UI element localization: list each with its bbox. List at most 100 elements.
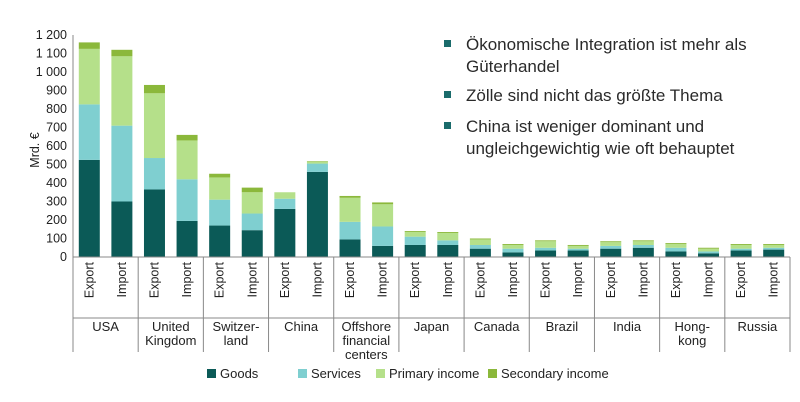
legend-swatch bbox=[207, 369, 216, 378]
bar-segment bbox=[274, 192, 296, 199]
group-label: land bbox=[224, 333, 249, 348]
y-tick-label: 800 bbox=[46, 102, 67, 116]
bar-segment bbox=[78, 48, 100, 105]
bar-segment bbox=[404, 244, 426, 257]
bar-segment bbox=[437, 232, 459, 233]
bar-segment bbox=[600, 245, 622, 249]
bar-segment bbox=[632, 244, 654, 248]
sub-category-label: Import bbox=[571, 261, 585, 297]
bar-segment bbox=[502, 252, 524, 257]
legend-label: Services bbox=[311, 366, 361, 381]
bar-segment bbox=[372, 204, 394, 227]
bar-segment bbox=[78, 104, 100, 160]
bar-segment bbox=[600, 242, 622, 246]
bar-segment bbox=[600, 241, 622, 243]
bar-segment bbox=[632, 241, 654, 245]
y-tick-label: 1 000 bbox=[36, 65, 67, 79]
bullet-text: Güterhandel bbox=[466, 57, 560, 76]
bar-segment bbox=[535, 250, 557, 257]
group-label: USA bbox=[92, 319, 119, 334]
bar-segment bbox=[665, 244, 687, 248]
group-label: Canada bbox=[474, 319, 520, 334]
bar-segment bbox=[567, 245, 589, 249]
bar-segment bbox=[730, 244, 752, 245]
bar-segment bbox=[111, 201, 133, 257]
bar-segment bbox=[241, 230, 263, 257]
bar-segment bbox=[535, 240, 557, 242]
bar-segment bbox=[469, 238, 491, 240]
sub-category-label: Export bbox=[213, 261, 227, 298]
bar-segment bbox=[763, 244, 785, 245]
bar-segment bbox=[339, 197, 361, 222]
bar-segment bbox=[209, 199, 231, 226]
sub-category-label: Export bbox=[343, 261, 357, 298]
bar-segment bbox=[763, 244, 785, 248]
y-tick-label: 600 bbox=[46, 139, 67, 153]
bar-segment bbox=[111, 56, 133, 126]
y-tick-label: 200 bbox=[46, 213, 67, 227]
sub-category-label: Export bbox=[539, 261, 553, 298]
bar-segment bbox=[274, 198, 296, 209]
bar-segment bbox=[665, 247, 687, 252]
bar-segment bbox=[437, 244, 459, 257]
bar-segment bbox=[209, 177, 231, 200]
y-tick-label: 1 100 bbox=[36, 47, 67, 61]
y-tick-label: 900 bbox=[46, 84, 67, 98]
bar-segment bbox=[763, 247, 785, 250]
sub-category-label: Import bbox=[441, 261, 455, 297]
bullet-text: Zölle sind nicht das größte Thema bbox=[466, 86, 723, 105]
sub-category-label: Import bbox=[376, 261, 390, 297]
bar-segment bbox=[176, 179, 198, 221]
bar-segment bbox=[143, 84, 165, 94]
sub-category-label: Import bbox=[115, 261, 129, 297]
group-label: Brazil bbox=[546, 319, 579, 334]
x-axis-labels: Export Import Export Import Export Import Expo… bbox=[82, 261, 780, 362]
group-label: kong bbox=[678, 333, 706, 348]
bar-segment bbox=[404, 231, 426, 233]
sub-category-label: Import bbox=[180, 261, 194, 297]
sub-category-label: Import bbox=[636, 261, 650, 297]
bar-segment bbox=[176, 220, 198, 257]
y-tick-label: 300 bbox=[46, 195, 67, 209]
bar-segment bbox=[339, 221, 361, 240]
bar-segment bbox=[111, 125, 133, 202]
group-label: United bbox=[152, 319, 190, 334]
bars bbox=[78, 42, 785, 257]
group-label: Kingdom bbox=[145, 333, 196, 348]
sub-category-label: Export bbox=[734, 261, 748, 298]
bar-segment bbox=[143, 158, 165, 190]
bar-segment bbox=[698, 251, 720, 254]
bar-segment bbox=[567, 250, 589, 257]
group-label: centers bbox=[345, 347, 388, 362]
y-tick-label: 0 bbox=[60, 250, 67, 264]
bar-segment bbox=[372, 245, 394, 257]
bar-segment bbox=[502, 244, 524, 249]
bar-segment bbox=[372, 202, 394, 205]
y-tick-label: 500 bbox=[46, 158, 67, 172]
bar-segment bbox=[535, 241, 557, 248]
bar-segment bbox=[404, 236, 426, 245]
bar-segment bbox=[502, 244, 524, 245]
legend-label: Secondary income bbox=[501, 366, 609, 381]
bar-segment bbox=[78, 42, 100, 49]
bullet-text: ungleichgewichtig wie oft behauptet bbox=[466, 139, 735, 158]
sub-category-label: Export bbox=[147, 261, 161, 298]
bar-segment bbox=[306, 171, 328, 257]
sub-category-label: Import bbox=[310, 261, 324, 297]
bar-segment bbox=[763, 249, 785, 257]
sub-category-label: Import bbox=[506, 261, 520, 297]
bar-segment bbox=[730, 248, 752, 251]
legend: Goods Services Primary income Secondary inc… bbox=[207, 366, 609, 381]
legend-swatch bbox=[376, 369, 385, 378]
bar-segment bbox=[469, 244, 491, 249]
bar-segment bbox=[241, 213, 263, 231]
bullet-text: China ist weniger dominant und bbox=[466, 117, 704, 136]
bar-segment bbox=[176, 140, 198, 180]
bar-segment bbox=[665, 251, 687, 257]
bar-segment bbox=[437, 240, 459, 245]
bar-segment bbox=[176, 134, 198, 141]
sub-category-label: Export bbox=[604, 261, 618, 298]
legend-label: Goods bbox=[220, 366, 259, 381]
sub-category-label: Export bbox=[669, 261, 683, 298]
group-label: India bbox=[613, 319, 642, 334]
